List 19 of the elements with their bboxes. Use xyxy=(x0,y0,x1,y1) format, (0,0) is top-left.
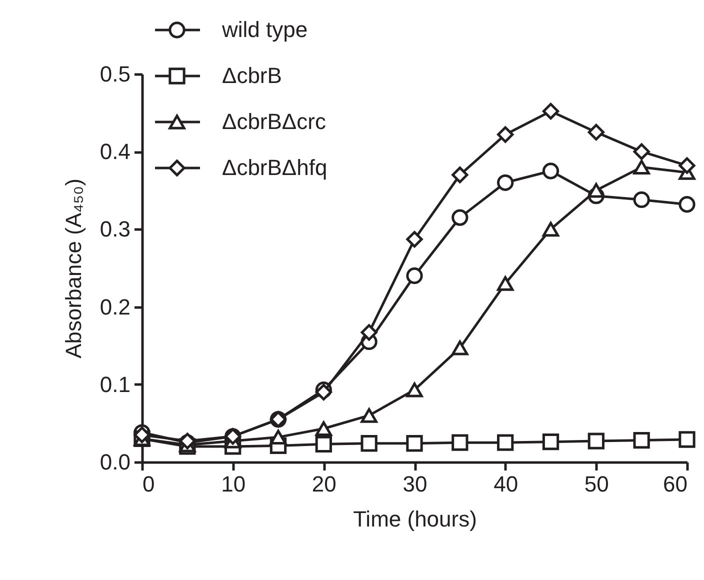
y-tick-label: 0.0 xyxy=(100,450,130,474)
y-tick-label: 0.2 xyxy=(100,294,130,320)
x-tick-label: 40 xyxy=(494,472,518,496)
x-tick-label: 20 xyxy=(312,472,336,496)
y-tick-label: 0.3 xyxy=(100,216,130,242)
y-tick-label: 0.1 xyxy=(100,372,130,397)
x-axis-title: Time (hours) xyxy=(353,506,477,532)
legend-label: ΔcbrBΔhfq xyxy=(222,155,328,180)
y-tick-label: 0.5 xyxy=(100,62,130,86)
x-tick-label: 50 xyxy=(584,472,609,496)
y-tick-label: 0.4 xyxy=(100,139,130,164)
legend-label: ΔcbrBΔcrc xyxy=(222,109,326,134)
x-tick-label: 10 xyxy=(221,472,246,496)
x-tick-label: 0 xyxy=(142,472,155,496)
legend-label: ΔcbrB xyxy=(222,63,282,88)
x-tick-label: 30 xyxy=(402,472,428,496)
legend-label: wild type xyxy=(221,17,308,42)
y-axis-title: Absorbance (A₄₅₀) xyxy=(60,178,86,358)
x-tick-label: 60 xyxy=(663,472,688,496)
